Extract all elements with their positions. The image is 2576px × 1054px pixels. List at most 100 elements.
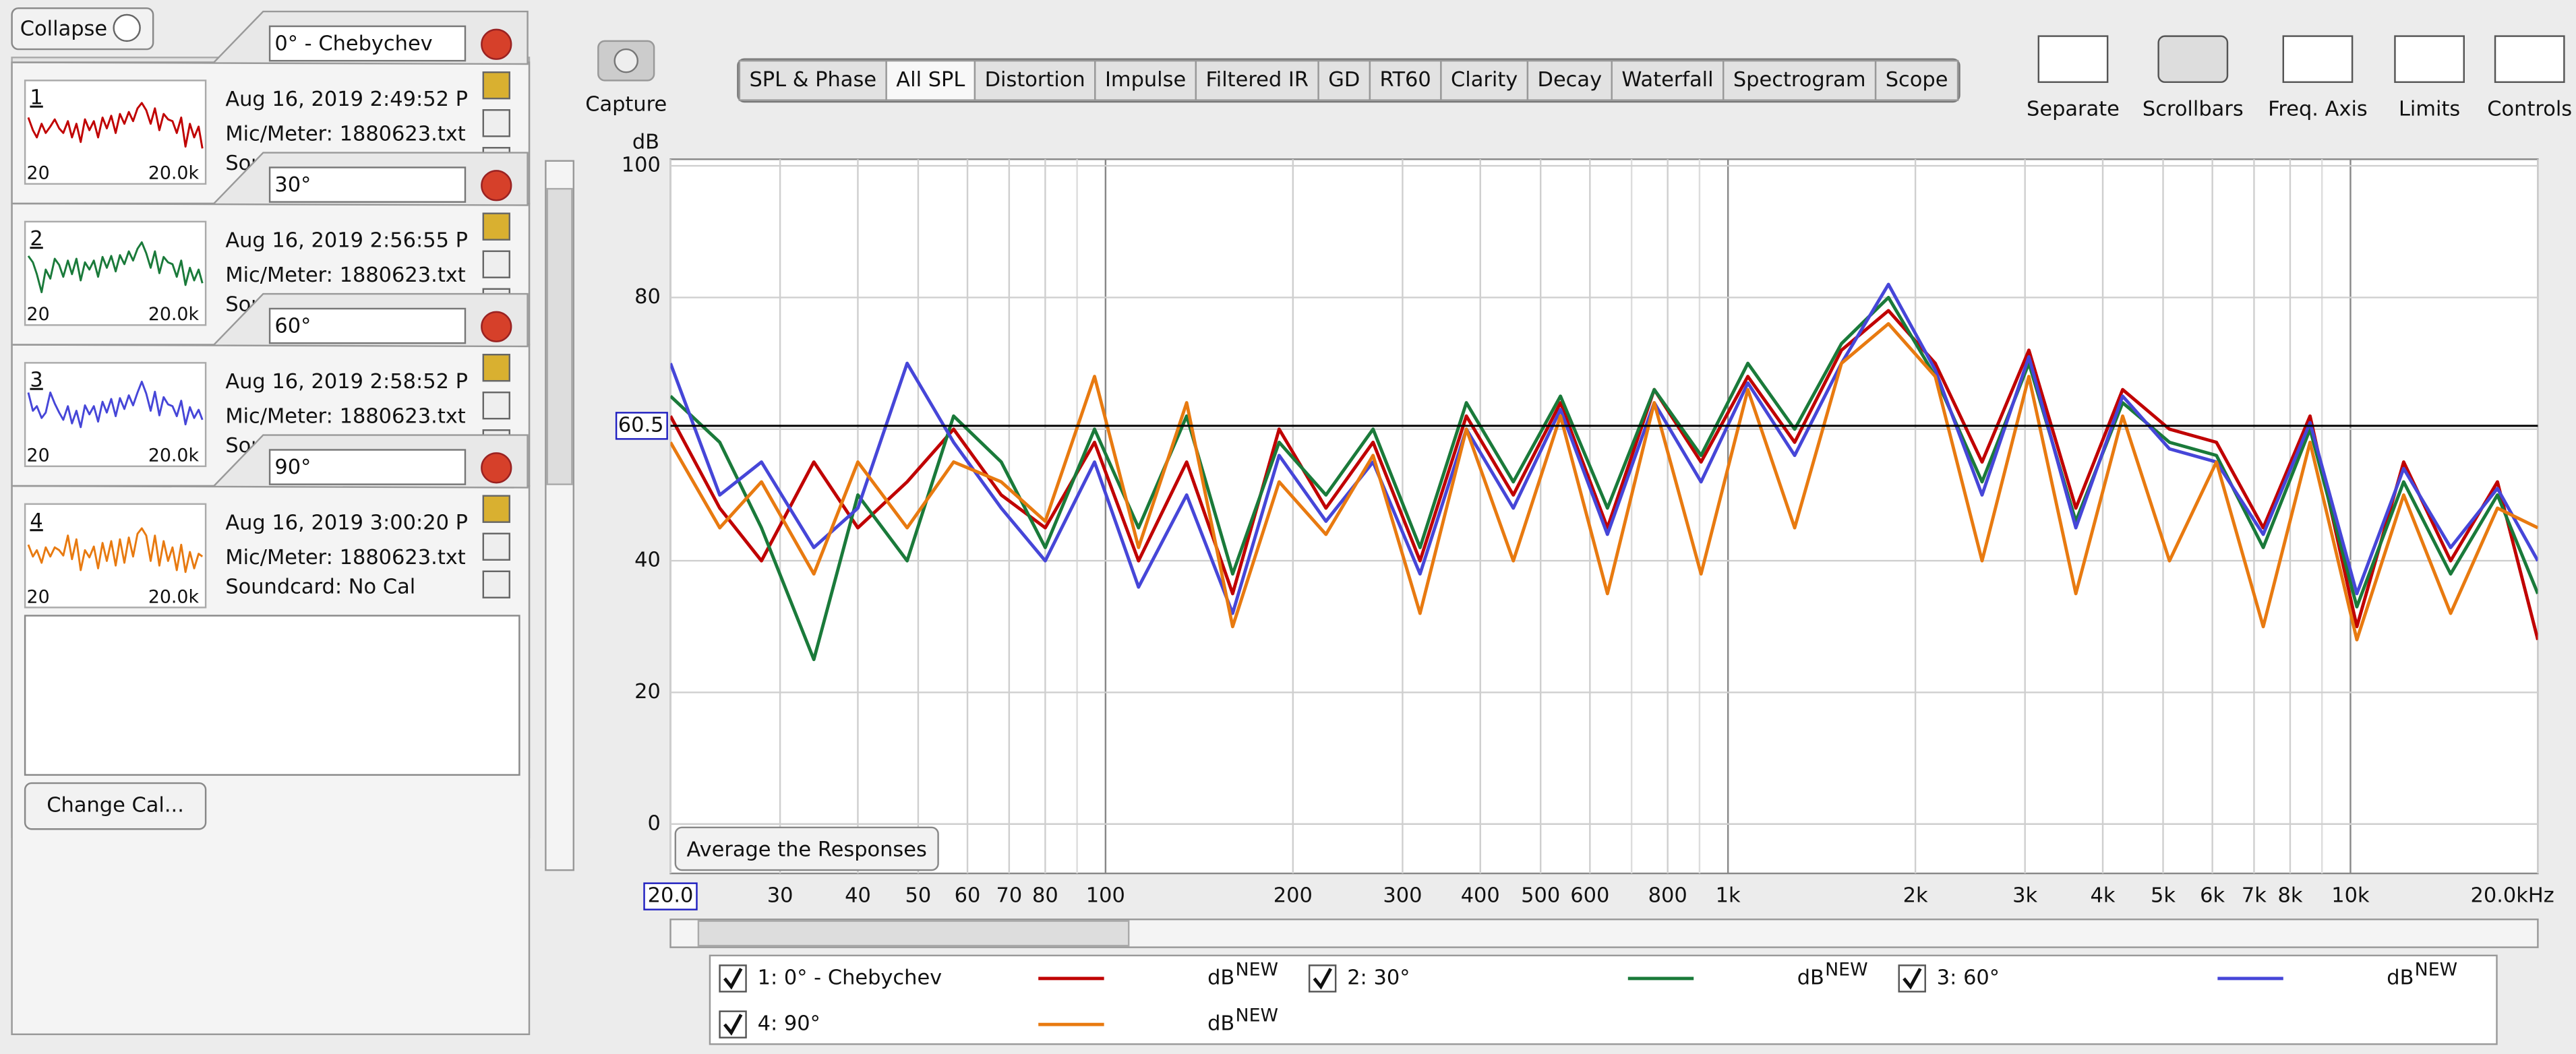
thumb-max-label: 20.0k	[148, 163, 200, 184]
legend-unit: dB	[2387, 966, 2414, 989]
tab-label: Clarity	[1451, 68, 1518, 92]
collapse-icon	[113, 13, 141, 42]
close-icon[interactable]	[481, 28, 512, 60]
x-tick-label: 60	[955, 884, 981, 908]
x-tick-label: 1k	[1716, 884, 1741, 908]
tool-icon[interactable]	[2157, 35, 2229, 84]
x-tick-label: 100	[1086, 884, 1125, 908]
card-icon[interactable]	[482, 250, 510, 278]
x-tick-label: 800	[1648, 884, 1687, 908]
tab[interactable]	[1874, 59, 1959, 101]
name-input[interactable]	[268, 166, 467, 203]
tool-icon[interactable]	[2282, 35, 2354, 84]
x-tick-label: 40	[845, 884, 871, 908]
series-line	[27, 380, 204, 429]
tool-label: Separate	[2027, 98, 2120, 121]
x-tick-label: 10k	[2331, 884, 2370, 908]
tab-label: All SPL	[896, 68, 965, 92]
card-icon[interactable]	[482, 495, 510, 523]
tool-icon[interactable]	[2394, 35, 2465, 84]
series-line	[27, 102, 204, 149]
legend-check	[723, 968, 743, 990]
thumbnail	[24, 503, 207, 609]
x-tick-label: 5k	[2151, 884, 2176, 908]
h-scroll-thumb[interactable]	[697, 920, 1130, 947]
reference-box	[615, 412, 668, 440]
x-tick-label: 2k	[1903, 884, 1928, 908]
legend-unit: dB	[1797, 966, 1824, 989]
legend-box	[709, 954, 2498, 1045]
tab-label: Impulse	[1105, 68, 1186, 92]
measurement-date: Aug 16, 2019 3:00:20 PM	[225, 512, 485, 535]
card-icon[interactable]	[482, 71, 510, 100]
series-line	[670, 321, 2538, 642]
series-line	[670, 309, 2538, 640]
measurement-date: Aug 16, 2019 2:49:52 PM	[225, 88, 485, 111]
capture-label: Capture	[585, 92, 667, 116]
legend-check	[1313, 968, 1332, 990]
measurement-name: 90°	[274, 456, 311, 479]
name-input[interactable]	[268, 307, 467, 344]
thumb-min-label: 20	[27, 163, 50, 184]
tab[interactable]	[1094, 59, 1197, 101]
tab[interactable]	[738, 59, 887, 101]
sidebar-scroll-thumb[interactable]	[546, 187, 573, 485]
x-tick-label: 70	[996, 884, 1022, 908]
series-line	[670, 282, 2538, 615]
series-line	[27, 527, 204, 574]
tab-label: Scope	[1886, 68, 1948, 92]
tab[interactable]	[1317, 59, 1371, 101]
legend-unit: dB	[1207, 1012, 1234, 1036]
close-icon[interactable]	[481, 170, 512, 202]
notes-box[interactable]	[24, 615, 520, 776]
tab-label: Filtered IR	[1205, 68, 1309, 92]
tool-icon[interactable]	[2037, 35, 2109, 84]
thumb-max-label: 20.0k	[148, 586, 200, 607]
name-input[interactable]	[268, 449, 467, 485]
tab[interactable]	[1369, 59, 1442, 101]
measurement-mic: Mic/Meter: 1880623.txt	[225, 546, 465, 569]
y-tick-label: 20	[634, 680, 661, 704]
name-input[interactable]	[268, 25, 467, 62]
y-axis-label: dB	[632, 130, 659, 154]
tab-label: RT60	[1380, 68, 1431, 92]
close-icon[interactable]	[481, 311, 512, 342]
legend-label: 1: 0° - Chebychev	[758, 966, 942, 989]
measurement-mic: Mic/Meter: 1880623.txt	[225, 404, 465, 428]
average-button[interactable]	[674, 826, 939, 871]
measurement-index: 1	[30, 86, 42, 110]
series-line	[27, 241, 204, 294]
card-icon[interactable]	[482, 212, 510, 241]
y-tick-label: 40	[634, 549, 661, 572]
x-tick-label: 30	[767, 884, 793, 908]
average-label: Average the Responses	[687, 838, 927, 861]
x-tick-label: 200	[1274, 884, 1313, 908]
card-icon[interactable]	[482, 570, 510, 598]
measurement-date: Aug 16, 2019 2:56:55 PM	[225, 229, 485, 253]
card-icon[interactable]	[482, 353, 510, 382]
tab[interactable]	[885, 59, 976, 101]
card-icon[interactable]	[482, 109, 510, 137]
measurement-name: 30°	[274, 173, 311, 197]
x-tick-label: 500	[1521, 884, 1560, 908]
measurement-soundcard: Soundcard: No Cal	[225, 576, 415, 599]
card-icon[interactable]	[482, 392, 510, 420]
change-cal-button[interactable]	[24, 782, 207, 830]
tool-icon[interactable]	[2494, 35, 2565, 84]
x-tick-label: 20.0	[648, 884, 694, 908]
tab-label: Decay	[1538, 68, 1602, 92]
measurement-index: 4	[30, 509, 42, 533]
y-tick-label: 0	[648, 811, 661, 835]
card-icon[interactable]	[482, 532, 510, 561]
legend-checkbox[interactable]	[1898, 964, 1926, 993]
close-icon[interactable]	[481, 452, 512, 484]
x-tick-label: 7k	[2242, 884, 2267, 908]
tab[interactable]	[974, 59, 1096, 101]
legend-label: 3: 60°	[1937, 966, 2000, 989]
collapse-label: Collapse	[20, 17, 107, 40]
x-tick-label: 4k	[2091, 884, 2116, 908]
tab[interactable]	[1611, 59, 1725, 101]
tab[interactable]	[1195, 59, 1319, 101]
tab-label: Distortion	[985, 68, 1085, 92]
